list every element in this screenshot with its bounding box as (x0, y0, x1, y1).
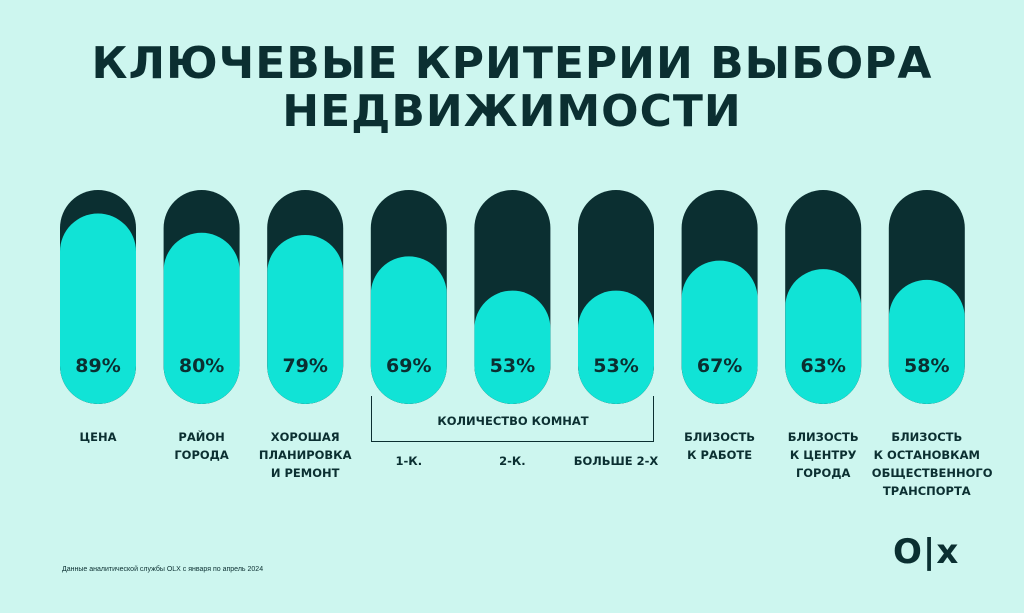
bar-7-value-label: 67% (697, 355, 742, 377)
bar-7-category-label: БЛИЗОСТЬ К РАБОТЕ (684, 430, 756, 462)
room-count-bracket (371, 396, 654, 442)
bar-1-value-label: 89% (75, 355, 120, 377)
group-label-rooms: КОЛИЧЕСТВО КОМНАТ (437, 414, 589, 428)
bar-8-category-label: БЛИЗОСТЬ К ЦЕНТРУ ГОРОДА (787, 430, 859, 480)
bar-4-fill (370, 256, 447, 404)
bar-9-category-label: БЛИЗОСТЬ К ОСТАНОВКАМ ОБЩЕСТВЕННОГО ТРАН… (871, 430, 993, 498)
title-line-2: НЕДВИЖИМОСТИ (282, 86, 742, 137)
bar-7-fill (681, 260, 758, 404)
bar-1-fill (60, 213, 136, 404)
bar-5-value-label: 53% (490, 355, 535, 377)
footnote: Данные аналитической службы OLX с января… (62, 566, 264, 573)
bar-9-value-label: 58% (904, 355, 949, 377)
bar-9-fill (888, 279, 965, 404)
bar-8-value-label: 63% (800, 355, 845, 377)
bar-5-fill (474, 290, 551, 404)
bar-1-category-label: ЦЕНА (79, 430, 117, 444)
bar-5-category-label: 2-К. (499, 454, 526, 468)
bar-6-category-label: БОЛЬШЕ 2-Х (573, 454, 659, 468)
bar-4-value-label: 69% (386, 355, 431, 377)
bar-2-value-label: 80% (179, 355, 224, 377)
bar-4-category-label: 1-К. (395, 454, 423, 468)
bar-6-fill (578, 290, 654, 404)
bar-3-value-label: 79% (282, 355, 327, 377)
page-title: КЛЮЧЕВЫЕ КРИТЕРИИ ВЫБОРА НЕДВИЖИМОСТИ (0, 40, 1024, 136)
bar-2-fill (163, 232, 240, 404)
bar-3-category-label: ХОРОШАЯ ПЛАНИРОВКА И РЕМОНТ (258, 430, 352, 480)
bar-8-fill (785, 269, 862, 404)
olx-logo: O|x (893, 532, 960, 572)
title-line-1: КЛЮЧЕВЫЕ КРИТЕРИИ ВЫБОРА (91, 38, 933, 89)
bar-3-fill (267, 234, 344, 404)
bar-6-value-label: 53% (593, 355, 638, 377)
bar-2-category-label: РАЙОН ГОРОДА (174, 430, 229, 462)
